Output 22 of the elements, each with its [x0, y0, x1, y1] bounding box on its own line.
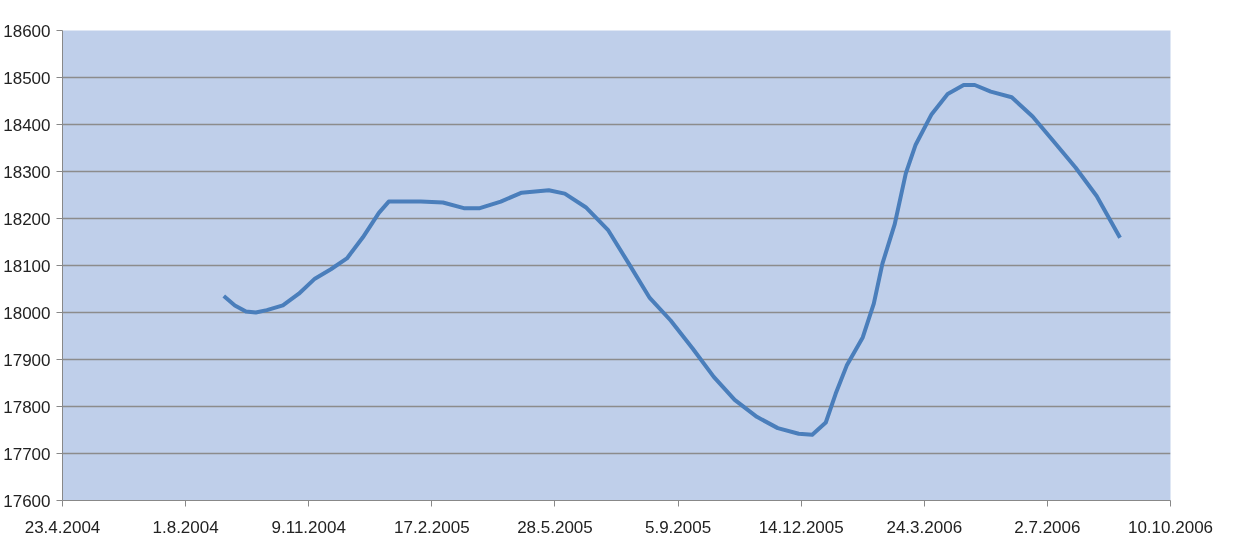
x-tick-label: 17.2.2005: [394, 517, 470, 537]
x-tick-label: 24.3.2006: [886, 517, 963, 537]
x-tick-label: 1.8.2004: [152, 517, 219, 537]
y-tick-label: 18500: [3, 68, 51, 88]
y-tick-label: 18000: [3, 303, 51, 323]
y-tick-label: 18600: [3, 21, 51, 41]
y-tick-label: 18200: [3, 209, 51, 229]
y-tick-label: 18100: [3, 256, 51, 276]
x-tick-label: 9.11.2004: [271, 517, 346, 537]
x-tick-label: 28.5.2005: [517, 517, 593, 537]
x-tick-label: 23.4.2004: [24, 517, 101, 537]
y-tick-label: 17900: [3, 350, 51, 370]
x-tick-label: 10.10.2006: [1127, 517, 1214, 537]
y-tick-label: 17700: [3, 444, 51, 464]
x-tick-label: 14.12.2005: [758, 517, 844, 537]
x-tick-label: 2.7.2006: [1014, 517, 1081, 537]
y-tick-label: 18400: [3, 115, 51, 135]
y-tick-label: 17600: [3, 491, 51, 511]
x-tick-label: 5.9.2005: [644, 517, 712, 537]
line-series: [221, 83, 1123, 437]
y-tick-label: 18300: [3, 162, 51, 182]
y-tick-label: 17800: [3, 397, 51, 417]
